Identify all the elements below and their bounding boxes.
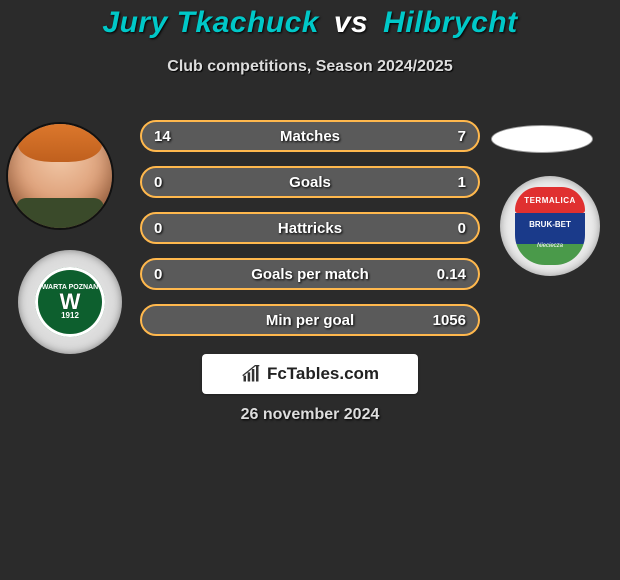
subtitle: Club competitions, Season 2024/2025 <box>0 58 620 76</box>
stat-label: Goals <box>289 174 331 191</box>
stat-label: Matches <box>280 128 340 145</box>
stat-right: 0 <box>446 214 478 242</box>
stat-row: 0 Goals 1 <box>140 166 480 198</box>
stat-row: 0 Hattricks 0 <box>140 212 480 244</box>
player1-club-logo: WARTA POZNAŃ W 1912 <box>18 250 122 354</box>
logo2-line2: BRUK-BET <box>515 213 585 235</box>
stat-label: Min per goal <box>266 312 354 329</box>
logo2-line1: TERMALICA <box>515 187 585 213</box>
player2-club-logo: TERMALICA BRUK-BET Nieciecza <box>500 176 600 276</box>
branding-text: FcTables.com <box>267 364 379 384</box>
player2-avatar-placeholder <box>492 126 592 152</box>
stat-right: 1 <box>446 168 478 196</box>
logo1-letter: W <box>60 291 81 313</box>
stat-row: Min per goal 1056 <box>140 304 480 336</box>
player2-name: Hilbrycht <box>383 6 518 39</box>
stat-right: 1056 <box>421 306 478 334</box>
stat-right: 7 <box>446 122 478 150</box>
logo1-year: 1912 <box>61 311 79 320</box>
stat-right: 0.14 <box>425 260 478 288</box>
date-label: 26 november 2024 <box>0 406 620 424</box>
bar-chart-icon <box>241 364 261 384</box>
player1-avatar <box>8 124 112 228</box>
logo2-line3: Nieciecza <box>515 235 585 265</box>
stat-row: 0 Goals per match 0.14 <box>140 258 480 290</box>
stat-left: 0 <box>142 260 174 288</box>
stat-left: 14 <box>142 122 183 150</box>
stat-left: 0 <box>142 214 174 242</box>
warta-poznan-logo: WARTA POZNAŃ W 1912 <box>35 267 105 337</box>
branding-box[interactable]: FcTables.com <box>202 354 418 394</box>
stat-label: Hattricks <box>278 220 342 237</box>
stat-left: 0 <box>142 168 174 196</box>
stat-left <box>142 306 166 334</box>
vs-label: vs <box>334 6 368 39</box>
stat-row: 14 Matches 7 <box>140 120 480 152</box>
title: Jury Tkachuck vs Hilbrycht <box>0 6 620 40</box>
termalica-brukbet-logo: TERMALICA BRUK-BET Nieciecza <box>515 187 585 265</box>
stat-label: Goals per match <box>251 266 369 283</box>
player1-name: Jury Tkachuck <box>102 6 319 39</box>
comparison-card: Jury Tkachuck vs Hilbrycht Club competit… <box>0 0 620 580</box>
stats-table: 14 Matches 7 0 Goals 1 0 Hattricks 0 0 G… <box>140 120 480 336</box>
